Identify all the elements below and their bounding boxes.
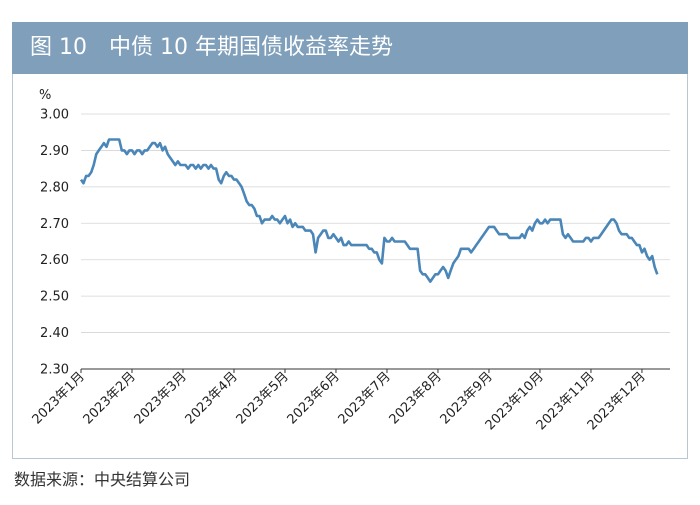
x-tick-label: 2023年6月 [285,369,343,427]
line-chart: 3.00 2.90 2.80 2.70 2.60 2.50 2.40 2.30 % 2023年… [30,88,670,433]
x-tick-label: 2023年2月 [81,369,139,427]
data-source-note: 数据来源：中央结算公司 [14,470,191,489]
y-tick-label: 2.40 [40,326,69,341]
chart-title: 图 10 中债 10 年期国债收益率走势 [12,22,688,74]
grid-lines [81,113,670,370]
chart-frame [12,74,688,459]
x-tick-label: 2023年7月 [336,369,394,427]
x-tick-label: 2023年8月 [387,369,445,427]
x-tick-label: 2023年5月 [234,369,292,427]
chart-title-text: 图 10 中债 10 年期国债收益率走势 [30,35,393,60]
y-tick-label: 2.50 [40,290,69,305]
y-tick-label: 3.00 [40,108,69,123]
y-tick-label: 2.30 [40,363,69,378]
y-tick-label: 2.80 [40,180,69,195]
yield-line [79,138,659,283]
series-line [79,138,659,283]
x-axis-ticks: 2023年1月2023年2月2023年3月2023年4月2023年5月2023年… [30,369,649,433]
x-tick-label: 2023年3月 [132,369,190,427]
y-tick-label: 2.60 [40,253,69,268]
y-tick-label: 2.90 [40,144,69,159]
x-tick-label: 2023年4月 [183,369,241,427]
y-axis-unit: % [39,88,51,103]
y-axis-ticks: 3.00 2.90 2.80 2.70 2.60 2.50 2.40 2.30 [40,108,69,378]
x-tick-label: 2023年1月 [30,369,88,427]
y-tick-label: 2.70 [40,217,69,232]
